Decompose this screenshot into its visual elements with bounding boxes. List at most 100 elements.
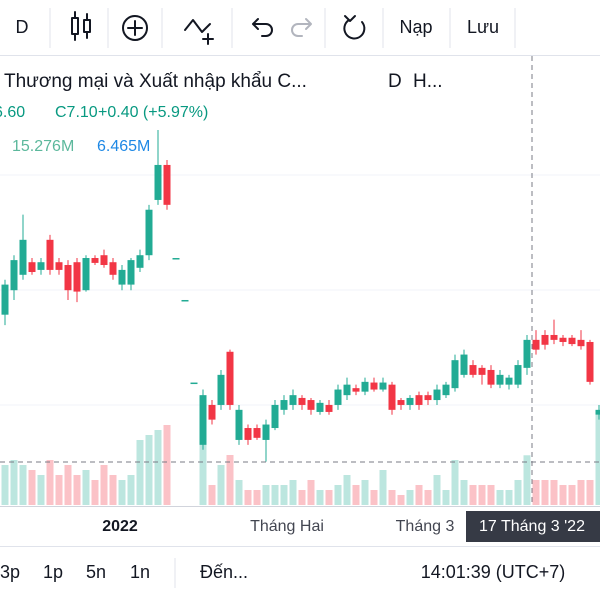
candle-body xyxy=(155,165,162,200)
legend-low: 6.60 xyxy=(0,104,25,121)
volume-bar xyxy=(65,465,72,505)
volume-bar xyxy=(389,490,396,505)
legend-volume: 6.465M xyxy=(97,138,150,155)
candle-body xyxy=(560,338,567,342)
range-button[interactable]: 1n xyxy=(130,562,150,582)
volume-bar xyxy=(308,480,315,505)
candle-body xyxy=(290,395,297,405)
legend-change: +0.40 (+5.97%) xyxy=(98,104,208,121)
candle-body xyxy=(362,382,369,392)
candle-body xyxy=(488,370,495,385)
candle-body xyxy=(236,410,243,440)
candle-body xyxy=(587,342,594,382)
volume-bar xyxy=(146,435,153,505)
candle-body xyxy=(389,385,396,410)
volume-bar xyxy=(317,490,324,505)
volume-bar xyxy=(2,465,9,505)
volume-bar xyxy=(290,480,297,505)
legend-interval: D xyxy=(388,71,402,92)
volume-bar xyxy=(272,485,279,505)
candle-body xyxy=(569,338,576,344)
candle-body xyxy=(299,398,306,405)
candle-body xyxy=(191,383,198,385)
candle-body xyxy=(506,378,513,385)
volume-bar xyxy=(470,485,477,505)
volume-bar xyxy=(533,480,540,505)
candle-body xyxy=(317,403,324,412)
toolbar: D Nạp Lưu xyxy=(0,8,600,56)
candle-body xyxy=(425,395,432,400)
chart-type-icon[interactable] xyxy=(72,12,90,40)
volume-bar xyxy=(425,490,432,505)
volume-bar xyxy=(299,490,306,505)
candle-body xyxy=(182,300,189,302)
volume-bar xyxy=(497,490,504,505)
volume-bar xyxy=(47,460,54,505)
legend-close: C7.10 xyxy=(55,104,98,121)
volume-bar xyxy=(164,425,171,505)
volume-bar xyxy=(92,480,99,505)
candle-body xyxy=(371,383,378,390)
volume-bar xyxy=(407,490,414,505)
volume-bar xyxy=(11,460,18,505)
candle-body xyxy=(227,352,234,405)
candle-body xyxy=(164,165,171,205)
candle-body xyxy=(11,260,18,290)
candle-body xyxy=(596,410,600,415)
candle-body xyxy=(128,260,135,284)
candle-body xyxy=(335,390,342,405)
volume-bar xyxy=(281,485,288,505)
volume-bar xyxy=(452,460,459,505)
interval-button[interactable]: D xyxy=(16,17,29,37)
volume-bar xyxy=(335,485,342,505)
crosshair-date-label: 17 Tháng 3 '22 xyxy=(479,518,585,535)
volume-bar xyxy=(380,470,387,505)
candle-body xyxy=(146,210,153,255)
volume-bar xyxy=(128,475,135,505)
candle-body xyxy=(20,240,27,275)
volume-bar xyxy=(38,475,45,505)
candle-body xyxy=(281,400,288,410)
candle-body xyxy=(524,340,531,368)
candle-body xyxy=(38,262,45,270)
x-tick-label: Tháng Hai xyxy=(250,518,324,535)
candle-body xyxy=(326,405,333,412)
candle-body xyxy=(272,405,279,428)
candle-body xyxy=(407,398,414,405)
reset-icon[interactable] xyxy=(344,16,364,38)
candle-body xyxy=(434,390,441,400)
candle-body xyxy=(497,375,504,385)
volume-bar xyxy=(578,480,585,505)
x-tick-label: Tháng 3 xyxy=(396,518,455,535)
candle-body xyxy=(137,255,144,268)
candle-body xyxy=(101,255,108,265)
range-button[interactable]: 3p xyxy=(0,562,20,582)
volume-bar xyxy=(569,485,576,505)
volume-bar xyxy=(398,495,405,505)
candle-body xyxy=(344,385,351,395)
redo-icon[interactable] xyxy=(292,19,311,36)
volume-bar xyxy=(101,465,108,505)
volume-bar xyxy=(416,485,423,505)
add-icon[interactable] xyxy=(123,16,147,40)
goto-button[interactable]: Đến... xyxy=(200,562,248,582)
candle-body xyxy=(542,335,549,345)
indicator-icon[interactable] xyxy=(185,20,213,44)
load-button[interactable]: Nạp xyxy=(399,17,432,37)
symbol-title: Thương mại và Xuất nhập khẩu C... xyxy=(4,71,307,92)
save-button[interactable]: Lưu xyxy=(467,17,499,37)
candle-body xyxy=(398,400,405,405)
volume-bar xyxy=(461,480,468,505)
volume-bar xyxy=(488,485,495,505)
candle-body xyxy=(443,385,450,395)
volume-bar xyxy=(119,480,126,505)
candle-body xyxy=(515,365,522,385)
candle-body xyxy=(74,262,81,291)
undo-icon[interactable] xyxy=(253,19,272,36)
range-button[interactable]: 5n xyxy=(86,562,106,582)
range-button[interactable]: 1p xyxy=(43,562,63,582)
candle-body xyxy=(245,428,252,440)
candle-body xyxy=(308,400,315,410)
volume-bar xyxy=(587,480,594,505)
